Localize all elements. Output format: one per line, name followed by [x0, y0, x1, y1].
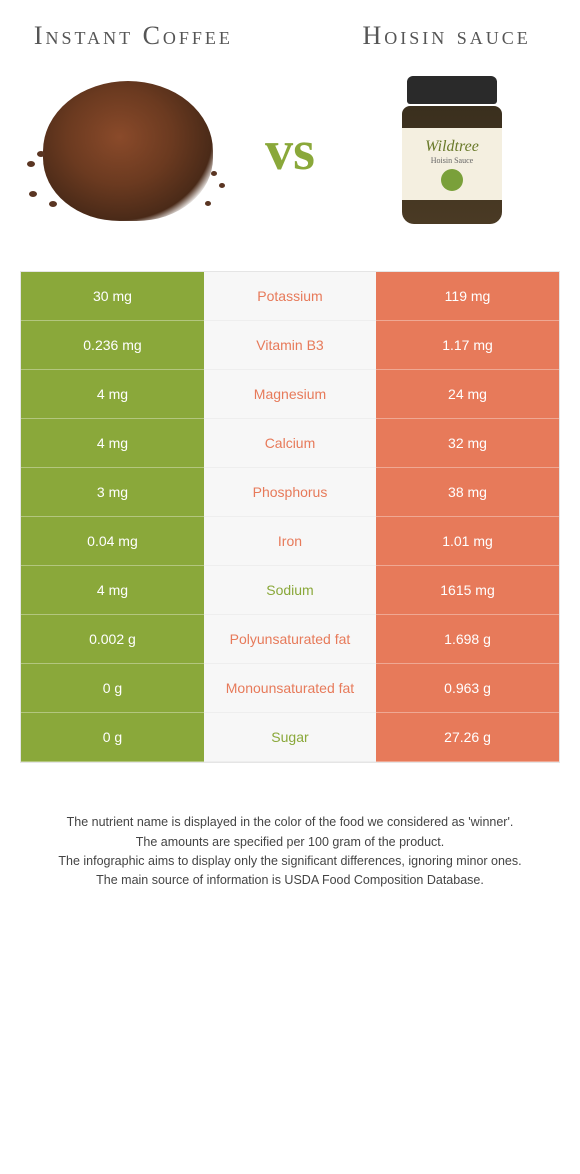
organic-badge-icon — [441, 169, 463, 191]
table-left-value: 30 mg — [21, 272, 204, 321]
table-right-value: 119 mg — [376, 272, 559, 321]
table-nutrient-name: Magnesium — [204, 370, 376, 419]
coffee-pile-icon — [43, 81, 213, 221]
table-left-value: 0 g — [21, 713, 204, 762]
table-left-value: 0.002 g — [21, 615, 204, 664]
table-nutrient-name: Phosphorus — [204, 468, 376, 517]
title-left: Instant Coffee — [20, 20, 247, 51]
infographic-wrapper: Instant Coffee Hoisin sauce vs Wildtree … — [0, 0, 580, 931]
table-nutrient-name: Monounsaturated fat — [204, 664, 376, 713]
table-left-value: 3 mg — [21, 468, 204, 517]
footnote-line: The main source of information is USDA F… — [34, 871, 546, 890]
footnote-line: The infographic aims to display only the… — [34, 852, 546, 871]
comparison-table: 30 mgPotassium119 mg0.236 mgVitamin B31.… — [20, 271, 560, 763]
table-right-value: 1.698 g — [376, 615, 559, 664]
title-right: Hoisin sauce — [333, 20, 560, 51]
table-left-value: 0 g — [21, 664, 204, 713]
table-left-value: 0.04 mg — [21, 517, 204, 566]
table-nutrient-name: Vitamin B3 — [204, 321, 376, 370]
table-right-value: 1.01 mg — [376, 517, 559, 566]
right-food-image: Wildtree Hoisin Sauce — [344, 61, 560, 241]
table-right-value: 0.963 g — [376, 664, 559, 713]
table-right-value: 27.26 g — [376, 713, 559, 762]
table-right-value: 38 mg — [376, 468, 559, 517]
table-nutrient-name: Iron — [204, 517, 376, 566]
jar-brand: Wildtree — [425, 138, 479, 156]
table-nutrient-name: Sugar — [204, 713, 376, 762]
footnote-line: The amounts are specified per 100 gram o… — [34, 833, 546, 852]
jar-sub: Hoisin Sauce — [431, 156, 473, 165]
footnote-line: The nutrient name is displayed in the co… — [34, 813, 546, 832]
table-nutrient-name: Calcium — [204, 419, 376, 468]
table-left-value: 4 mg — [21, 419, 204, 468]
table-right-value: 1.17 mg — [376, 321, 559, 370]
table-right-value: 1615 mg — [376, 566, 559, 615]
left-food-image — [20, 61, 236, 241]
table-right-value: 32 mg — [376, 419, 559, 468]
vs-label: vs — [265, 119, 315, 183]
table-nutrient-name: Potassium — [204, 272, 376, 321]
footnotes: The nutrient name is displayed in the co… — [20, 813, 560, 891]
table-right-value: 24 mg — [376, 370, 559, 419]
table-left-value: 4 mg — [21, 370, 204, 419]
table-nutrient-name: Sodium — [204, 566, 376, 615]
hoisin-jar-icon: Wildtree Hoisin Sauce — [397, 76, 507, 226]
images-row: vs Wildtree Hoisin Sauce — [20, 61, 560, 241]
titles-row: Instant Coffee Hoisin sauce — [20, 20, 560, 51]
table-nutrient-name: Polyunsaturated fat — [204, 615, 376, 664]
table-left-value: 4 mg — [21, 566, 204, 615]
table-left-value: 0.236 mg — [21, 321, 204, 370]
